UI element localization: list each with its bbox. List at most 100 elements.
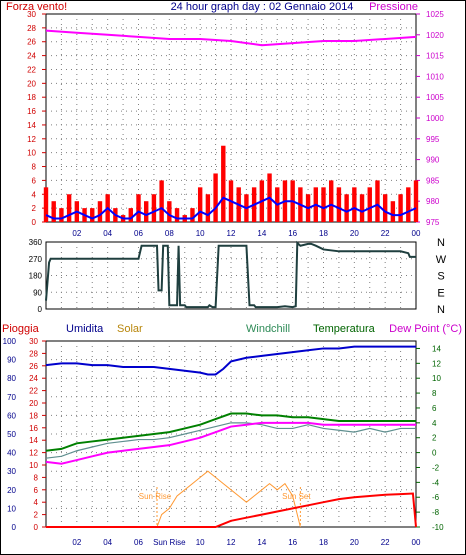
humidity-line (45, 345, 416, 376)
top-left-tick-label: 16 (27, 107, 36, 116)
windchill-line (45, 422, 416, 459)
dewpoint-line (45, 421, 416, 465)
humidity-tick-label: 80 (7, 374, 16, 383)
gust-bar (51, 201, 56, 222)
temperature-tick-label: 0 (432, 449, 437, 458)
rain-tick-label: 18 (29, 411, 38, 420)
gust-bar (398, 194, 403, 222)
sunset-label: Sun Set (282, 492, 311, 501)
bottom-x-tick-label: 00 (412, 538, 421, 547)
top-right-tick-label: 1020 (426, 31, 444, 40)
gust-bar (413, 180, 419, 222)
gust-bar (321, 187, 326, 222)
gust-bar (390, 201, 396, 222)
rain-tick-label: 24 (29, 374, 38, 383)
gust-bar (205, 194, 211, 222)
top-left-tick-label: 4 (32, 190, 37, 199)
humidity-tick-label: 100 (3, 337, 17, 346)
rain-tick-label: 10 (29, 461, 38, 470)
gust-bar (375, 180, 380, 222)
gust-bar (59, 208, 64, 222)
gust-bar (128, 208, 133, 222)
temperature-tick-label: 6 (432, 404, 437, 413)
humidity-tick-label: 30 (7, 467, 16, 476)
top-right-tick-label: 975 (426, 218, 440, 227)
top-right-tick-label: 985 (426, 176, 440, 185)
bottom-x-tick-label: 18 (319, 538, 328, 547)
rain-tick-label: 20 (29, 399, 38, 408)
top-right-tick-label: 1000 (426, 114, 444, 123)
top-right-tick-label: 990 (426, 156, 440, 165)
gust-bar (197, 187, 203, 222)
top-left-tick-label: 20 (27, 79, 36, 88)
top-x-tick-label: 16 (288, 229, 297, 238)
top-left-tick-label: 28 (27, 24, 36, 33)
gust-bar (174, 208, 180, 222)
rain-tick-label: 0 (34, 523, 39, 532)
top-left-tick-label: 30 (27, 10, 36, 19)
humidity-tick-label: 10 (7, 504, 16, 513)
mid-left-tick-label: 180 (29, 272, 43, 281)
top-x-tick-label: 12 (227, 229, 236, 238)
humidity-tick-label: 0 (12, 523, 17, 532)
bottom-x-tick-label: Sun Rise (153, 538, 186, 547)
temperature-tick-label: 12 (432, 359, 441, 368)
wind-speed-line (45, 196, 417, 220)
top-right-tick-label: 1005 (426, 93, 444, 102)
rain-tick-label: 22 (29, 387, 38, 396)
sunrise-label: Sun Rise (139, 492, 172, 501)
top-left-tick-label: 10 (27, 149, 36, 158)
top-x-tick-label: 14 (257, 229, 266, 238)
label-windchill: Windchill (246, 323, 290, 335)
pressure-line (45, 29, 417, 47)
rain-tick-label: 16 (29, 424, 38, 433)
gust-bar (344, 194, 349, 222)
rain-tick-label: 8 (34, 473, 39, 482)
gust-bar (167, 201, 172, 222)
top-right-tick-label: 1010 (426, 72, 444, 81)
gust-bar (144, 201, 149, 222)
top-x-tick-label: 00 (412, 229, 421, 238)
top-left-tick-label: 8 (32, 163, 37, 172)
bottom-x-tick-label: 16 (288, 538, 297, 547)
wind-direction-line (45, 240, 416, 309)
top-left-tick-label: 18 (27, 93, 36, 102)
top-x-tick-label: 04 (103, 229, 112, 238)
top-right-tick-label: 995 (426, 135, 440, 144)
solar-line (156, 470, 301, 528)
top-left-tick-label: 24 (27, 52, 36, 61)
temperature-tick-label: 10 (432, 374, 441, 383)
compass-label: S (437, 271, 444, 283)
top-left-tick-label: 22 (27, 65, 36, 74)
humidity-tick-label: 40 (7, 449, 16, 458)
gust-bar (97, 201, 103, 222)
gust-bar (151, 194, 157, 222)
top-x-tick-label: 10 (196, 229, 205, 238)
gust-bar (352, 187, 357, 222)
compass-label: N (437, 304, 445, 316)
compass-label: W (436, 254, 447, 266)
compass-label: N (437, 237, 445, 249)
top-left-tick-label: 26 (27, 38, 36, 47)
top-x-tick-label: 06 (134, 229, 143, 238)
gust-bar (190, 208, 195, 222)
top-right-tick-label: 1015 (426, 52, 444, 61)
bottom-x-tick-label: 10 (196, 538, 205, 547)
label-rain: Pioggia (2, 323, 40, 335)
label-humidity: Umidita (66, 323, 104, 335)
gust-bar (221, 145, 226, 222)
gust-bar (382, 194, 388, 222)
temperature-tick-label: -10 (432, 523, 444, 532)
gust-bar (329, 180, 334, 222)
bottom-x-tick-label: 20 (350, 538, 359, 547)
compass-label: E (437, 287, 444, 299)
top-right-tick-label: 1025 (426, 10, 444, 19)
label-dewpoint: Dew Point (°C) (389, 323, 462, 335)
bottom-x-tick-label: 04 (103, 538, 112, 547)
temperature-tick-label: 4 (432, 419, 437, 428)
bottom-x-tick-label: 22 (381, 538, 390, 547)
temperature-tick-label: 14 (432, 344, 441, 353)
top-x-tick-label: 08 (165, 229, 174, 238)
